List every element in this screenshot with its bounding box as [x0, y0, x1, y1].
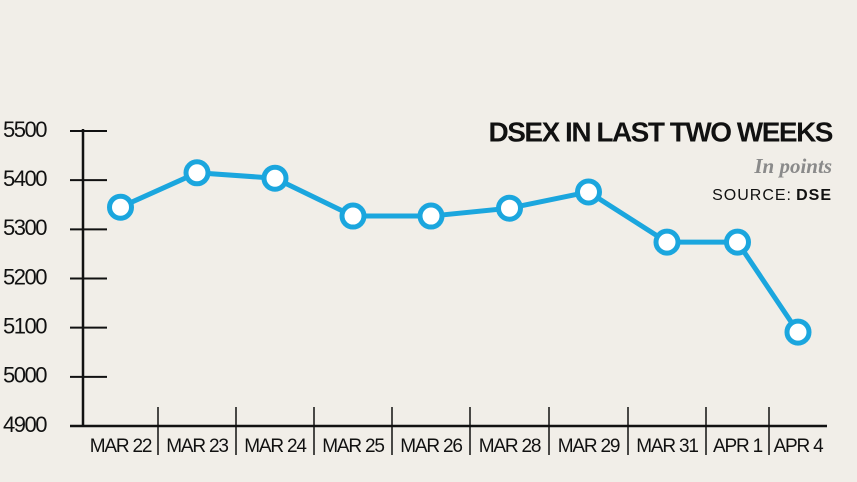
- x-tick-label: APR 1: [713, 436, 763, 457]
- chart-title: DSEX IN LAST TWO WEEKS: [489, 116, 833, 147]
- point: [339, 202, 367, 230]
- x-tick-label: MAR 29: [558, 436, 620, 457]
- chart-subtitle: In points: [753, 154, 832, 178]
- y-tick-label: 5500: [3, 117, 47, 142]
- y-tick-label: 4900: [3, 412, 47, 437]
- y-tick-label: 5300: [3, 215, 47, 240]
- source: DSE: [796, 187, 832, 204]
- point: [784, 318, 812, 346]
- point: [107, 193, 134, 221]
- point: [417, 202, 445, 230]
- line: [119, 170, 801, 334]
- point: [653, 228, 681, 256]
- y-tick-label: 5000: [3, 363, 47, 388]
- x-tick-label: MAR 23: [166, 436, 228, 457]
- point: [724, 228, 751, 256]
- source-label: SOURCE:: [712, 187, 792, 204]
- x-tick-label: MAR 24: [244, 436, 307, 457]
- x-tick-label: MAR 26: [400, 436, 462, 457]
- x-tick-label: MAR 28: [479, 436, 541, 457]
- point: [575, 178, 602, 206]
- point: [183, 159, 211, 187]
- x-tick-label: APR 4: [774, 436, 825, 457]
- y-tick-label: 5100: [3, 313, 47, 338]
- y-tick-label: 5200: [3, 264, 47, 289]
- x-tick-label: MAR 22: [90, 436, 152, 457]
- y-tick-label: 5400: [3, 166, 47, 191]
- point: [496, 194, 523, 222]
- point: [261, 164, 289, 192]
- x-tick-label: MAR 31: [636, 436, 698, 457]
- x-tick-label: MAR 25: [322, 436, 384, 457]
